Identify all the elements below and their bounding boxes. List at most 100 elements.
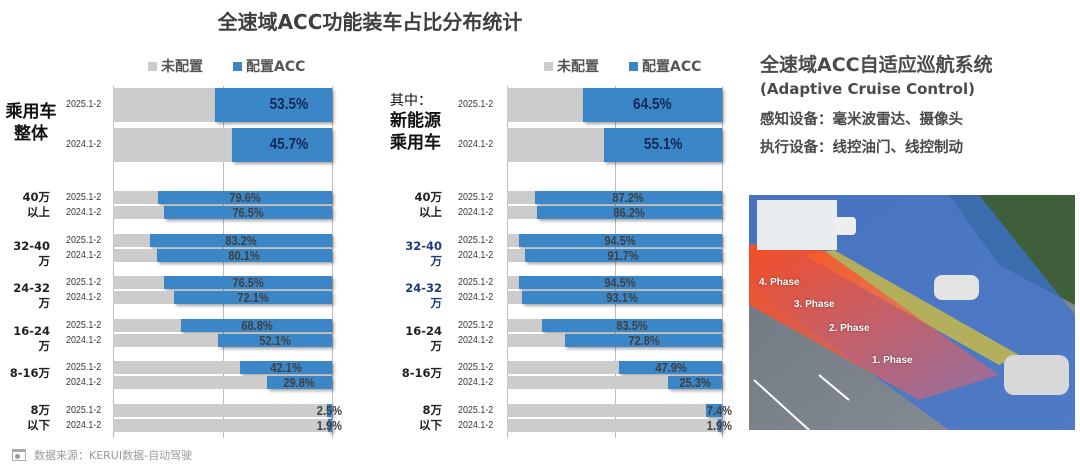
info-sensing: 感知设备：毫米波雷达、摄像头 (760, 112, 963, 128)
group-label-line: 新能源 (390, 111, 441, 131)
legend-right: 未配置 配置ACC (544, 56, 701, 76)
bar-configured (181, 318, 332, 332)
group-label: 40万 以上 (6, 190, 50, 220)
period-label: 2024.1-2 (458, 291, 494, 304)
bar-not-configured (507, 419, 722, 432)
group-label-line: 整体 (14, 124, 48, 144)
group-label-line: 16-24万 (405, 323, 442, 353)
period-label: 2025.1-2 (458, 361, 494, 374)
axis-line-left (113, 86, 114, 438)
legend-swatch-not-configured (148, 61, 157, 71)
group-label-line: 以上 (27, 205, 50, 219)
group-label-overall: 乘用车 整体 (0, 101, 62, 145)
period-label: 2024.1-2 (66, 291, 102, 304)
phase-label-2: 2. Phase (829, 323, 870, 334)
bar-value-label: 94.5% (604, 275, 637, 291)
period-label: 2024.1-2 (458, 376, 494, 389)
period-label: 2025.1-2 (66, 276, 102, 289)
axis-line-mid (222, 86, 224, 438)
group-label-line: 8-16万 (401, 366, 442, 381)
group-label: 40万 以上 (398, 190, 442, 220)
legend-label-not-configured: 未配置 (557, 59, 599, 75)
group-label-line: 8-16万 (9, 366, 50, 381)
group-label-line: 24-32万 (405, 281, 442, 311)
period-label: 2024.1-2 (66, 333, 102, 346)
group-label-line: 以下 (27, 418, 50, 432)
period-label: 2024.1-2 (458, 206, 494, 218)
bar-value-label: 86.2% (613, 205, 645, 220)
bar-configured (518, 276, 722, 290)
bar-configured (266, 376, 332, 390)
info-actuation: 执行设备：线控油门、线控制动 (760, 140, 963, 156)
bar-value-label: 64.5% (633, 96, 672, 113)
bar-configured (231, 128, 332, 162)
legend-left: 未配置 配置ACC (148, 56, 305, 76)
lane-marking (818, 374, 850, 401)
legend-label-configured: 配置ACC (642, 59, 702, 75)
bar-value-label: 72.1% (237, 290, 269, 306)
group-label-line: 32-40万 (405, 238, 442, 268)
group-label-line: 8万 (30, 403, 50, 417)
lane-marking (753, 379, 810, 430)
bar-configured (518, 233, 722, 247)
phase-label-1: 1. Phase (872, 355, 913, 366)
bar-configured (542, 318, 722, 332)
car-far (834, 217, 856, 235)
bar-configured (174, 291, 332, 305)
bar-configured (524, 248, 722, 262)
legend-swatch-configured (629, 61, 638, 71)
group-label: 16-24万 (398, 324, 442, 354)
bar-value-label: 7.4% (706, 403, 732, 418)
bar-configured (214, 88, 332, 122)
period-label: 2024.1-2 (458, 419, 494, 431)
phase-label-3: 3. Phase (794, 299, 835, 310)
footer: 数据来源：KERUI数据-自动驾驶 (12, 447, 192, 463)
info-subtitle: (Adaptive Cruise Control) (760, 80, 975, 98)
period-label: 2025.1-2 (66, 318, 102, 331)
bar-value-label: 53.5% (269, 96, 309, 113)
bar-value-label: 68.8% (240, 317, 273, 333)
group-label: 24-32万 (398, 281, 442, 311)
car-ego (1004, 355, 1069, 395)
bar-configured (603, 128, 722, 162)
group-label: 8万 以下 (398, 403, 442, 433)
bar-value-label: 25.3% (679, 375, 711, 391)
bar-value-label: 94.5% (604, 232, 637, 248)
group-label: 32-40万 (398, 239, 442, 269)
period-label: 2025.1-2 (458, 98, 494, 110)
bar-configured (534, 191, 722, 204)
period-label: 2025.1-2 (66, 98, 102, 110)
bar-configured (164, 276, 332, 290)
period-label: 2024.1-2 (66, 206, 102, 218)
bar-value-label: 93.1% (606, 290, 638, 306)
acc-illustration: 4. Phase 3. Phase 2. Phase 1. Phase (749, 195, 1075, 430)
group-label-overall: 其中： 新能源 乘用车 (390, 92, 460, 154)
period-label: 2024.1-2 (66, 376, 102, 389)
bar-value-label: 83.2% (225, 232, 257, 248)
page-title: 全速域ACC功能装车占比分布统计 (217, 10, 523, 34)
group-label-line: 以上 (419, 205, 442, 219)
acc-illustration-svg (749, 195, 1075, 430)
bar-value-label: 2.5% (316, 403, 342, 418)
group-label-line: 24-32万 (13, 281, 50, 311)
bar-configured (521, 291, 722, 305)
axis-line-right (722, 86, 723, 438)
group-label-line: 乘用车 (5, 102, 57, 122)
bar-value-label: 55.1% (643, 136, 683, 153)
phase-label-4: 4. Phase (759, 277, 800, 288)
bar-value-label: 80.1% (228, 247, 260, 263)
bar-value-label: 45.7% (269, 136, 309, 153)
bar-value-label: 52.1% (259, 332, 291, 348)
group-label: 24-32万 (6, 281, 50, 311)
axis-line-left (507, 86, 508, 438)
period-label: 2025.1-2 (66, 191, 102, 203)
group-label-line: 16-24万 (13, 323, 50, 353)
bar-configured (706, 404, 722, 417)
group-label-line: 40万 (414, 190, 442, 204)
period-label: 2025.1-2 (458, 404, 494, 416)
group-label-line: 40万 (22, 190, 50, 204)
axis-line-mid (614, 86, 616, 438)
bar-configured (327, 419, 332, 432)
group-label-line: 其中： (390, 93, 432, 109)
legend-label-configured: 配置ACC (246, 59, 306, 75)
